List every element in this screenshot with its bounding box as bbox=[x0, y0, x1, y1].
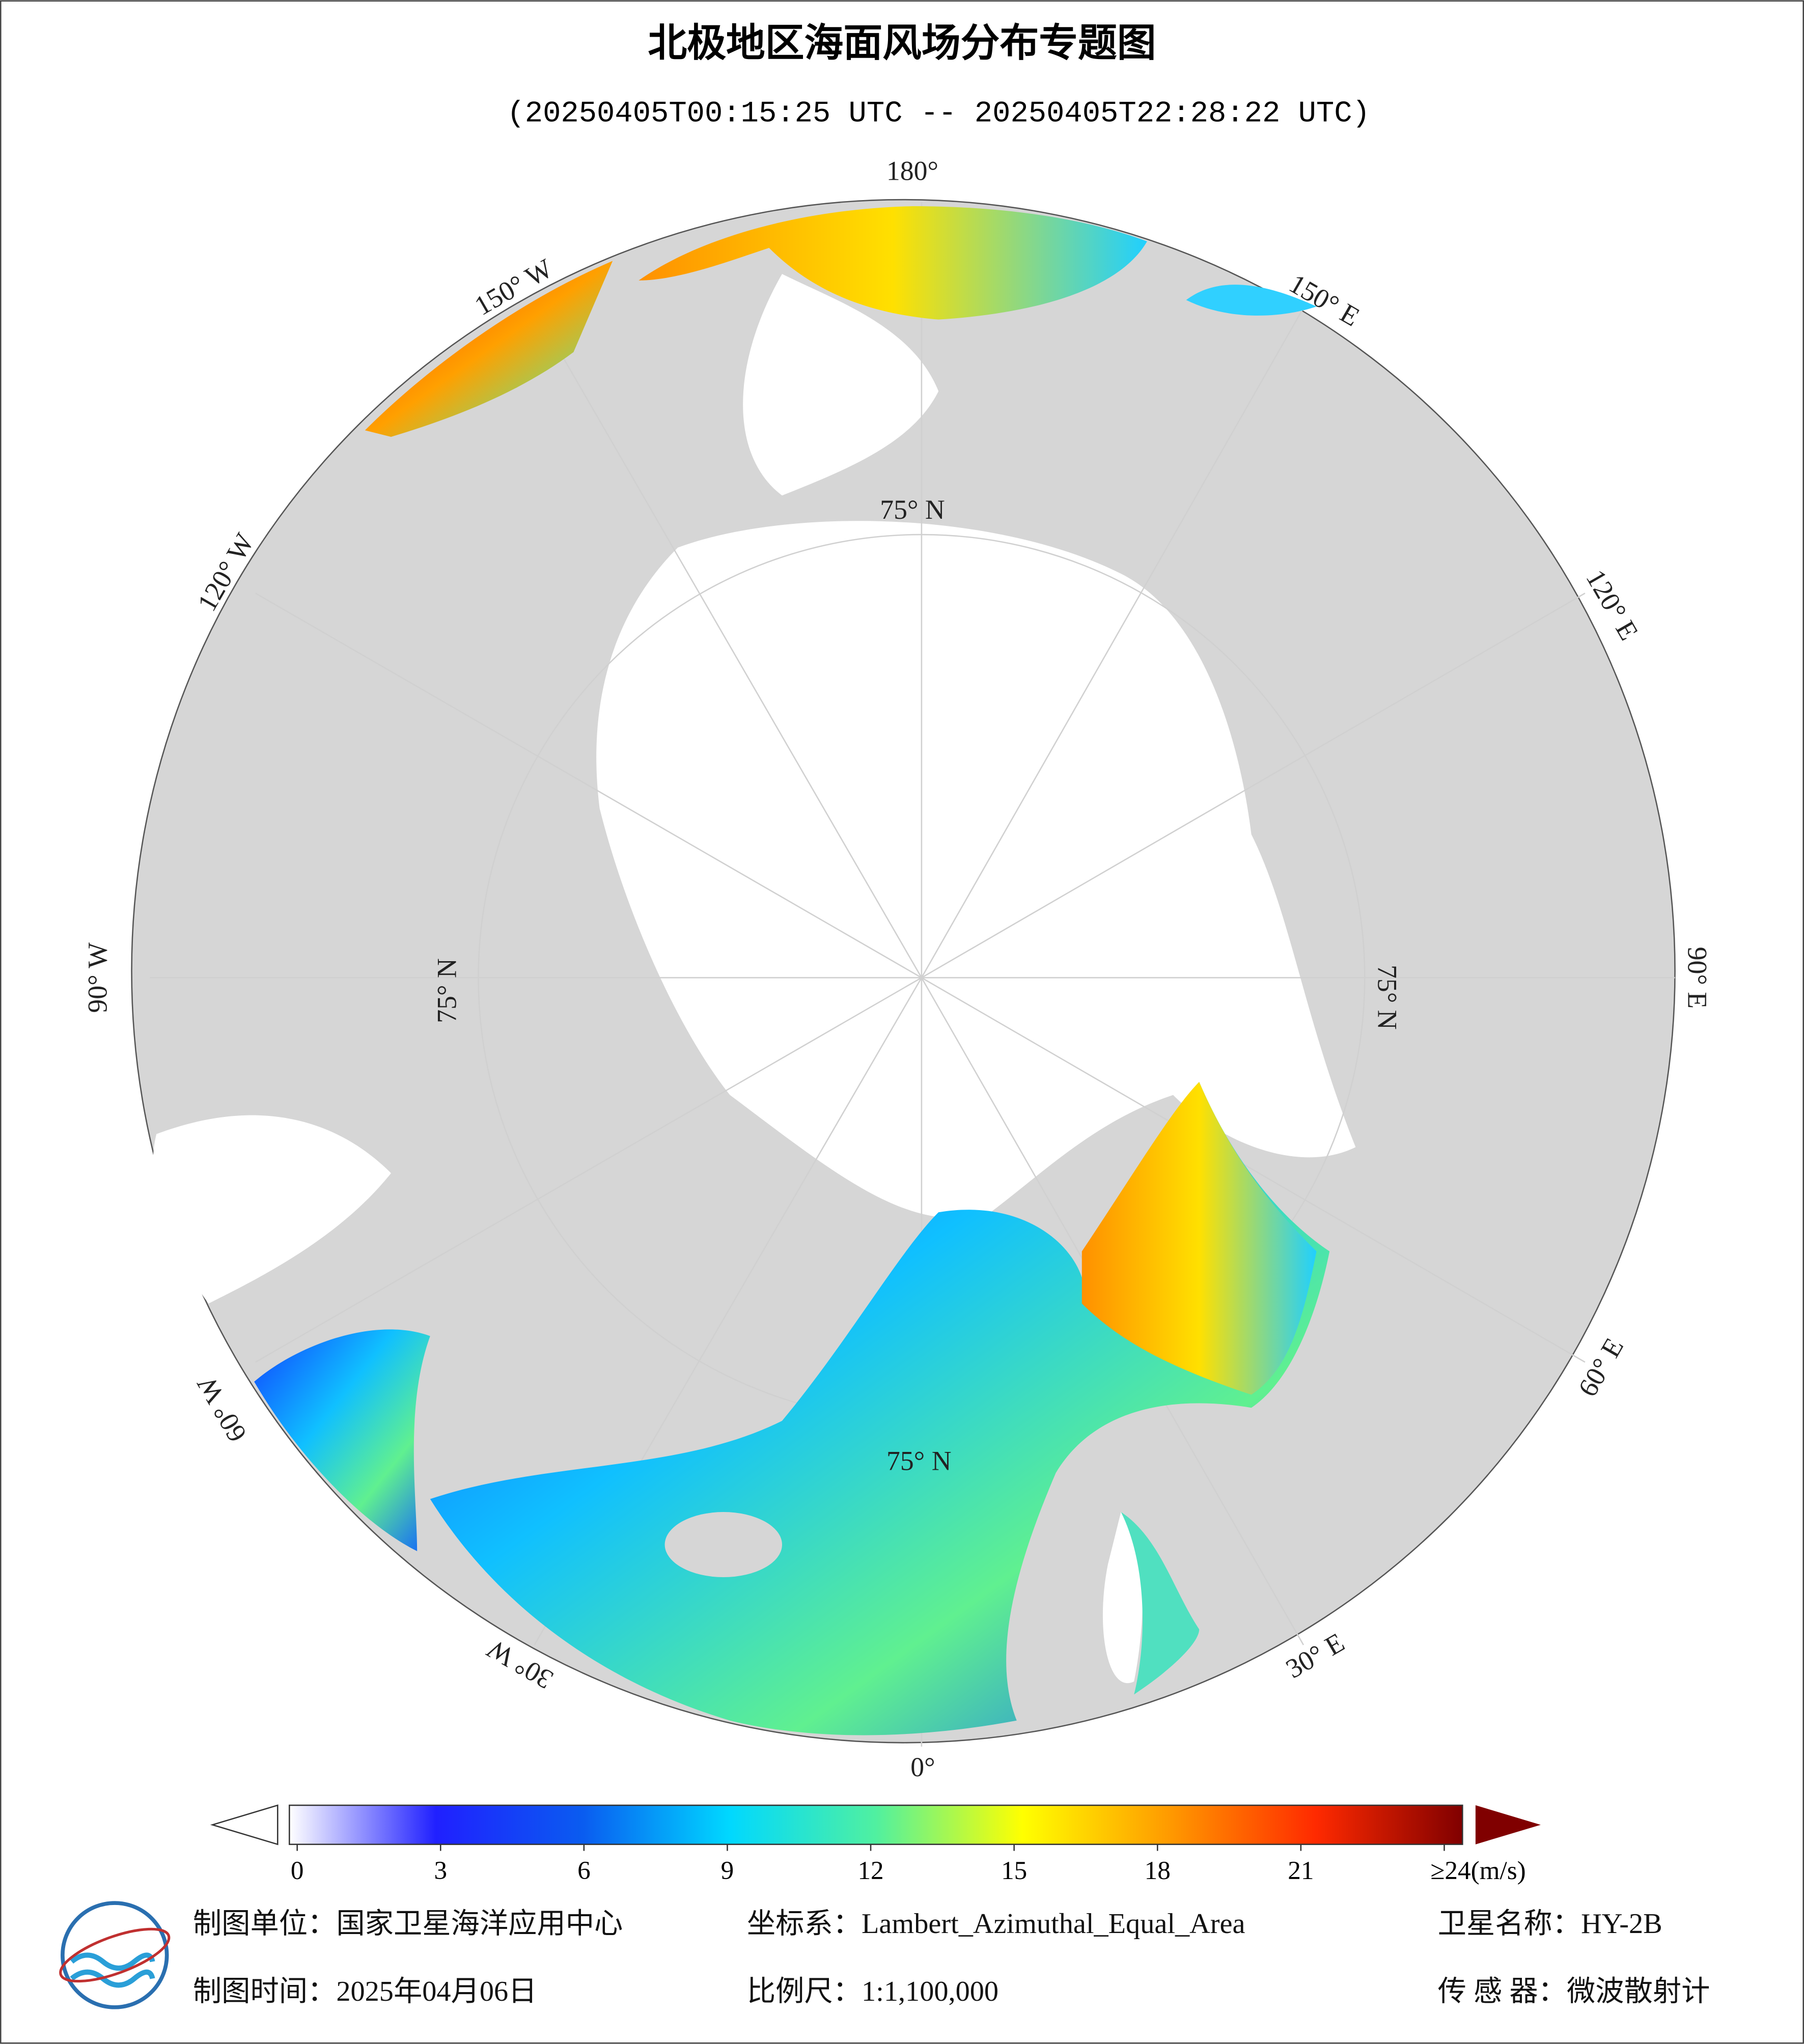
bering-strait bbox=[743, 274, 939, 496]
latitude-label: 75° N bbox=[886, 1446, 952, 1476]
wind-field bbox=[254, 1329, 430, 1551]
colorbar: 0 3 6 9 12 15 18 21 ≥24(m/s) bbox=[210, 1804, 1541, 1885]
colorbar-tick-label: 15 bbox=[1001, 1856, 1027, 1885]
map-title: 北极地区海面风场分布专题图 bbox=[648, 21, 1156, 66]
wind-field bbox=[365, 261, 613, 437]
colorbar-bar bbox=[289, 1804, 1463, 1845]
map-subtitle: (20250405T00:15:25 UTC -- 20250405T22:28… bbox=[507, 97, 1370, 131]
footer-date: 制图时间：2025年04月06日 bbox=[193, 1976, 537, 2007]
colorbar-tick-label: ≥24(m/s) bbox=[1430, 1856, 1525, 1885]
colorbar-over bbox=[1475, 1805, 1541, 1844]
footer-sensor: 传 感 器：微波散射计 bbox=[1438, 1976, 1710, 2007]
map-body bbox=[131, 199, 1676, 1747]
wind-field bbox=[1081, 1082, 1317, 1395]
footer-crs: 坐标系：Lambert_Azimuthal_Equal_Area bbox=[747, 1908, 1245, 1940]
arctic-ocean bbox=[596, 521, 1356, 1218]
hudson-bay bbox=[153, 1115, 391, 1304]
colorbar-tick-label: 21 bbox=[1288, 1856, 1314, 1885]
colorbar-tick-label: 18 bbox=[1145, 1856, 1171, 1885]
footer-scale: 比例尺：1:1,100,000 bbox=[747, 1976, 998, 2007]
latitude-label: 75° N bbox=[432, 958, 462, 1023]
colorbar-tick-label: 6 bbox=[577, 1856, 591, 1885]
footer-satellite: 卫星名称：HY-2B bbox=[1438, 1908, 1662, 1940]
colorbar-tick-label: 0 bbox=[291, 1856, 304, 1885]
wind-field bbox=[1121, 1512, 1200, 1695]
baltic bbox=[1102, 1512, 1143, 1684]
colorbar-tick-label: 3 bbox=[434, 1856, 447, 1885]
logo bbox=[59, 1901, 171, 2009]
latitude-label: 75° N bbox=[880, 494, 945, 525]
longitude-label: 90° W bbox=[82, 942, 113, 1013]
wind-field bbox=[639, 206, 1147, 320]
colorbar-under bbox=[210, 1804, 279, 1845]
footer-unit: 制图单位：国家卫星海洋应用中心 bbox=[193, 1908, 623, 1940]
longitude-label: 0° bbox=[910, 1752, 935, 1782]
wind-field bbox=[1186, 285, 1317, 316]
longitude-label: 90° E bbox=[1682, 947, 1713, 1009]
colorbar-tick-label: 12 bbox=[857, 1856, 883, 1885]
iceland bbox=[664, 1512, 782, 1578]
longitude-label: 180° bbox=[886, 155, 938, 186]
latitude-label: 75° N bbox=[1372, 965, 1402, 1030]
colorbar-tick-label: 9 bbox=[721, 1856, 734, 1885]
